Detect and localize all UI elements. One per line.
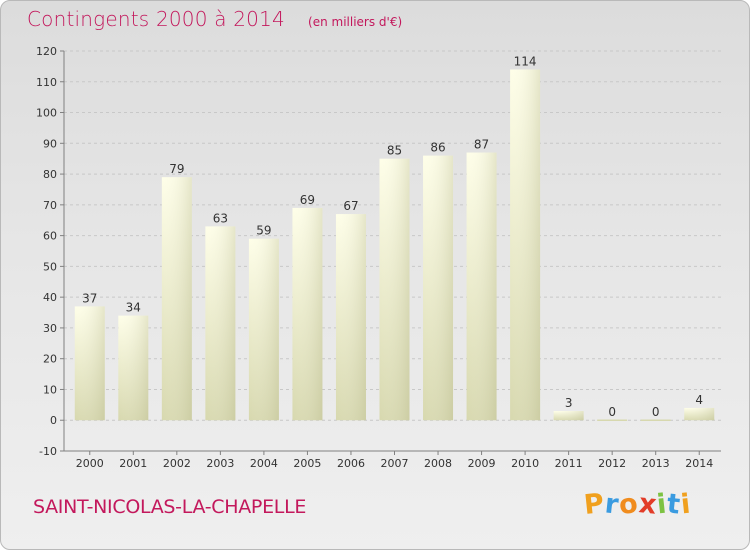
x-tick-label: 2009 <box>468 457 496 470</box>
proxiti-logo[interactable]: Proxiti <box>582 488 694 521</box>
y-tick-label: -10 <box>39 445 57 458</box>
x-tick-label: 2006 <box>337 457 365 470</box>
bar-shade <box>684 407 715 421</box>
x-tick-label: 2005 <box>293 457 321 470</box>
x-tick-label: 2012 <box>598 457 626 470</box>
y-tick-label: 40 <box>43 291 57 304</box>
data-label: 114 <box>514 54 537 68</box>
x-tick-label: 2002 <box>163 457 191 470</box>
data-label: 79 <box>169 162 184 176</box>
y-tick-label: 30 <box>43 322 57 335</box>
data-label: 87 <box>474 138 489 152</box>
bar-shade <box>379 158 410 421</box>
y-tick-label: 70 <box>43 199 57 212</box>
data-label: 0 <box>652 405 660 419</box>
x-tick-label: 2001 <box>119 457 147 470</box>
bar-shade <box>423 155 454 421</box>
data-label: 67 <box>343 199 358 213</box>
bar-shade <box>118 315 149 421</box>
y-tick-label: 120 <box>36 45 57 58</box>
y-tick-label: 90 <box>43 137 57 150</box>
y-tick-label: 50 <box>43 260 57 273</box>
y-tick-label: 60 <box>43 230 57 243</box>
y-tick-label: 110 <box>36 76 57 89</box>
x-tick-label: 2011 <box>555 457 583 470</box>
data-label: 85 <box>387 144 402 158</box>
title-row: Contingents 2000 à 2014 (en milliers d'€… <box>27 7 402 31</box>
data-label: 4 <box>695 393 703 407</box>
bar-shade <box>466 152 497 421</box>
data-label: 0 <box>608 405 616 419</box>
y-tick-label: 80 <box>43 168 57 181</box>
bar-shade <box>510 69 541 421</box>
bar-shade <box>292 207 323 421</box>
x-tick-label: 2008 <box>424 457 452 470</box>
data-label: 59 <box>256 224 271 238</box>
y-tick-label: 0 <box>50 414 57 427</box>
bar-shade <box>161 177 192 421</box>
data-label: 34 <box>126 301 141 315</box>
x-tick-label: 2007 <box>381 457 409 470</box>
data-label: 37 <box>82 291 97 305</box>
chart-subtitle: (en milliers d'€) <box>308 15 403 29</box>
x-tick-label: 2010 <box>511 457 539 470</box>
x-tick-label: 2014 <box>685 457 713 470</box>
y-tick-label: 100 <box>36 107 57 120</box>
bar-shade <box>248 238 279 421</box>
x-tick-label: 2004 <box>250 457 278 470</box>
logo-letter: i <box>679 488 694 521</box>
bar-shade <box>205 226 236 421</box>
bar-shade <box>553 411 584 421</box>
data-label: 3 <box>565 396 573 410</box>
bar-shade <box>74 306 105 421</box>
x-tick-label: 2003 <box>206 457 234 470</box>
y-tick-label: 10 <box>43 383 57 396</box>
bar-shade <box>335 214 366 421</box>
x-tick-label: 2013 <box>642 457 670 470</box>
data-label: 69 <box>300 193 315 207</box>
data-label: 86 <box>430 141 445 155</box>
commune-name: SAINT-NICOLAS-LA-CHAPELLE <box>33 496 307 518</box>
data-label: 63 <box>213 211 228 225</box>
chart-title: Contingents 2000 à 2014 <box>27 7 285 31</box>
y-tick-label: 20 <box>43 353 57 366</box>
x-tick-label: 2000 <box>76 457 104 470</box>
